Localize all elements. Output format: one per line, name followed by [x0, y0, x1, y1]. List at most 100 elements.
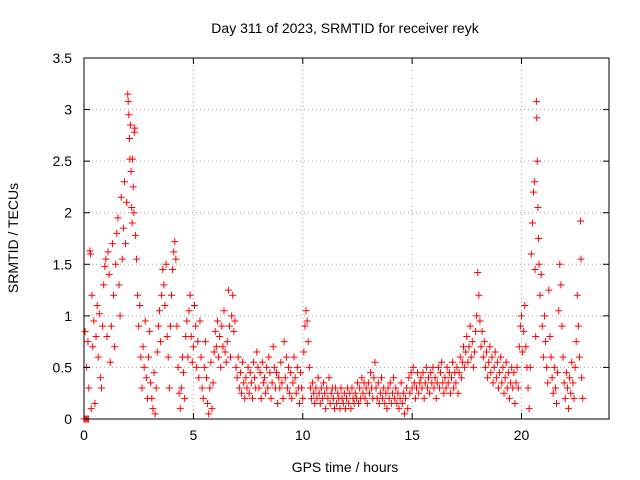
data-point — [101, 262, 109, 270]
data-point — [229, 291, 237, 299]
data-point — [152, 384, 160, 392]
data-point — [444, 379, 452, 387]
data-point — [465, 343, 473, 351]
data-point — [484, 374, 492, 382]
data-point — [371, 358, 379, 366]
data-point — [528, 219, 536, 227]
data-point — [93, 302, 101, 310]
data-point — [521, 302, 529, 310]
data-point — [281, 374, 289, 382]
data-point — [96, 374, 104, 382]
data-point — [363, 400, 371, 408]
data-point — [498, 379, 506, 387]
data-point — [231, 317, 239, 325]
data-point — [91, 400, 99, 408]
data-point — [244, 363, 252, 371]
data-point — [510, 369, 518, 377]
data-point — [463, 332, 471, 340]
data-point — [333, 400, 341, 408]
data-point — [238, 389, 245, 397]
data-point — [257, 394, 265, 402]
data-point — [209, 379, 217, 387]
data-point — [486, 343, 494, 351]
data-point — [205, 410, 213, 418]
data-point — [437, 369, 445, 377]
data-point — [398, 400, 406, 408]
data-point — [477, 343, 485, 351]
data-point — [177, 384, 185, 392]
data-point — [213, 317, 221, 325]
data-point — [285, 363, 293, 371]
data-point — [415, 389, 423, 397]
data-point — [254, 363, 262, 371]
data-point — [219, 343, 227, 351]
data-point — [563, 384, 571, 392]
data-point — [126, 134, 133, 142]
y-tick-label: 1 — [64, 308, 72, 324]
data-point — [402, 394, 410, 402]
data-point — [397, 379, 405, 387]
data-point — [129, 155, 137, 163]
data-point — [551, 384, 559, 392]
data-point — [204, 400, 212, 408]
data-point — [189, 343, 197, 351]
data-point — [327, 389, 335, 397]
data-point — [171, 238, 179, 246]
data-point — [166, 322, 174, 330]
data-point — [574, 322, 582, 330]
data-point — [207, 358, 215, 366]
data-point — [355, 400, 363, 408]
data-point — [301, 322, 309, 330]
data-point — [553, 400, 560, 408]
data-point — [269, 343, 277, 351]
data-point — [212, 343, 220, 351]
data-point — [372, 384, 380, 392]
data-point — [100, 281, 108, 289]
data-point — [427, 369, 435, 377]
data-point — [175, 389, 183, 397]
data-point — [557, 281, 565, 289]
data-point — [86, 247, 94, 255]
data-point — [537, 271, 545, 279]
data-point — [104, 248, 112, 256]
data-point — [228, 312, 236, 320]
data-point — [148, 394, 156, 402]
data-point — [138, 384, 146, 392]
data-point — [215, 353, 223, 361]
data-point — [203, 374, 210, 382]
data-point — [456, 353, 464, 361]
data-point — [277, 358, 285, 366]
data-point — [119, 224, 127, 232]
data-point — [534, 204, 542, 212]
data-point — [518, 312, 525, 320]
data-point — [514, 384, 522, 392]
data-point — [487, 369, 495, 377]
data-point — [434, 363, 442, 371]
data-point — [165, 384, 173, 392]
data-point — [216, 332, 224, 340]
data-point — [206, 384, 214, 392]
data-point — [443, 363, 451, 371]
data-point — [136, 302, 144, 310]
data-point — [247, 379, 255, 387]
data-point — [275, 374, 283, 382]
data-point — [531, 178, 539, 186]
data-point — [224, 286, 232, 294]
data-point — [153, 348, 161, 356]
data-point — [160, 281, 168, 289]
data-point — [555, 307, 563, 315]
data-point — [303, 317, 311, 325]
data-point — [243, 384, 251, 392]
data-point — [454, 389, 462, 397]
data-point — [302, 307, 310, 315]
data-point — [491, 348, 499, 356]
data-point — [535, 235, 543, 242]
data-point — [117, 193, 125, 201]
data-point — [236, 369, 244, 377]
data-point — [197, 353, 205, 361]
data-point — [276, 384, 284, 392]
data-point — [141, 317, 149, 325]
data-point — [162, 260, 170, 268]
data-point — [268, 379, 276, 387]
